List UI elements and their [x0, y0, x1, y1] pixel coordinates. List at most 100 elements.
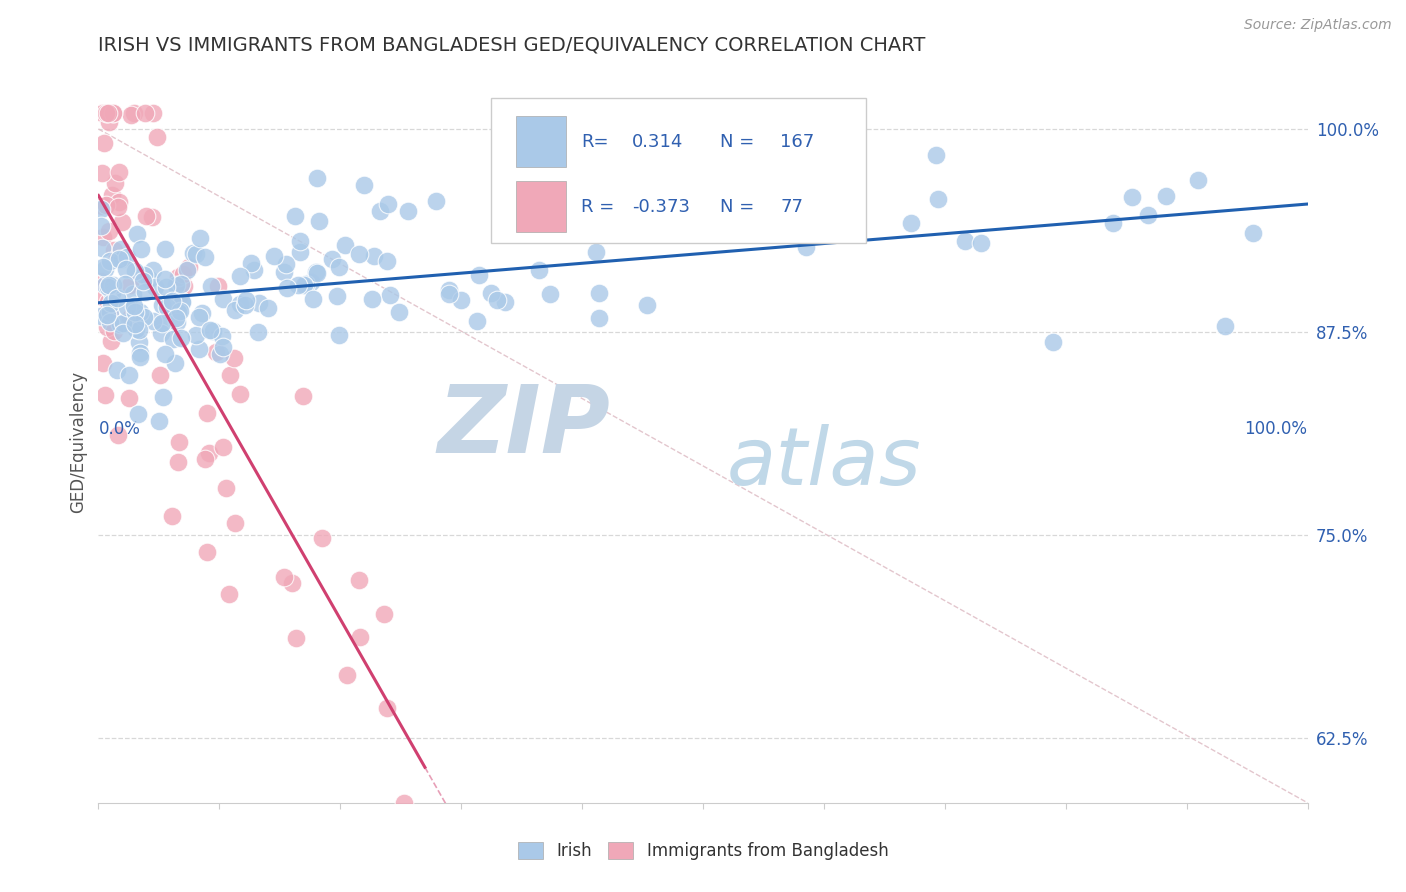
Point: [97, 294, 120, 309]
Point: [96, 308, 118, 322]
Point: [170, 277, 193, 291]
Point: [184, 247, 207, 261]
Text: 167: 167: [780, 133, 814, 151]
Point: [650, 225, 672, 239]
Point: [142, 314, 165, 328]
Point: [120, 108, 142, 122]
Point: [155, 272, 177, 286]
Point: [527, 263, 550, 277]
Point: [437, 283, 460, 297]
Point: [118, 277, 141, 292]
Point: [101, 285, 124, 300]
Point: [94, 197, 117, 211]
Point: [588, 286, 610, 301]
Point: [787, 185, 810, 199]
Point: [479, 285, 502, 300]
Point: [170, 294, 193, 309]
Point: [308, 214, 330, 228]
Point: [1042, 335, 1064, 350]
Point: [375, 701, 398, 715]
Point: [224, 302, 246, 317]
Point: [112, 316, 135, 330]
Point: [132, 274, 155, 288]
Point: [305, 170, 328, 185]
Point: [292, 278, 315, 293]
Point: [98, 224, 121, 238]
Point: [91, 230, 114, 244]
Point: [273, 570, 295, 584]
Point: [181, 246, 204, 260]
Point: [970, 236, 993, 251]
Text: 0.0%: 0.0%: [98, 420, 141, 438]
Point: [328, 260, 350, 274]
Point: [290, 234, 312, 248]
Point: [1101, 216, 1123, 230]
Point: [166, 305, 188, 319]
Point: [229, 269, 252, 284]
Point: [201, 324, 224, 338]
Point: [94, 105, 117, 120]
Text: Source: ZipAtlas.com: Source: ZipAtlas.com: [1244, 18, 1392, 32]
Point: [179, 260, 201, 275]
Point: [124, 305, 146, 319]
Point: [1136, 208, 1159, 222]
Point: [328, 327, 350, 342]
Point: [90, 241, 112, 255]
Point: [111, 215, 134, 229]
Point: [143, 279, 166, 293]
Point: [538, 287, 561, 301]
Point: [91, 105, 114, 120]
Point: [228, 386, 250, 401]
Point: [585, 245, 607, 260]
Point: [1121, 190, 1143, 204]
Point: [93, 136, 115, 150]
Point: [166, 270, 188, 285]
Point: [1241, 226, 1264, 240]
Point: [94, 278, 117, 293]
Point: [125, 227, 148, 241]
Point: [91, 356, 114, 370]
Point: [188, 231, 211, 245]
Point: [105, 363, 128, 377]
Point: [117, 391, 139, 405]
Point: [110, 242, 132, 256]
Point: [108, 194, 131, 209]
Point: [368, 204, 391, 219]
Point: [235, 293, 257, 307]
Point: [204, 344, 226, 359]
Point: [100, 284, 122, 298]
Point: [396, 204, 419, 219]
Point: [165, 277, 187, 292]
Point: [1154, 189, 1177, 203]
Point: [243, 262, 266, 277]
Point: [101, 105, 124, 120]
Point: [299, 275, 322, 289]
Point: [305, 266, 328, 280]
Point: [129, 345, 152, 359]
Point: [284, 209, 307, 223]
Point: [134, 210, 156, 224]
Point: [794, 240, 817, 254]
Point: [128, 334, 150, 349]
Point: [465, 313, 488, 327]
Point: [153, 243, 176, 257]
Point: [97, 115, 120, 129]
Point: [128, 323, 150, 337]
Point: [214, 481, 236, 495]
Point: [94, 105, 117, 120]
Point: [212, 340, 235, 354]
Point: [129, 242, 152, 256]
Point: [193, 452, 215, 467]
Point: [160, 294, 183, 309]
Text: ZIP: ZIP: [437, 381, 610, 473]
Point: [256, 301, 278, 315]
Point: [125, 304, 148, 318]
Point: [668, 209, 690, 223]
Point: [169, 288, 191, 302]
Text: R =: R =: [581, 198, 614, 216]
Text: 0.314: 0.314: [631, 133, 683, 151]
Y-axis label: GED/Equivalency: GED/Equivalency: [69, 370, 87, 513]
Point: [187, 310, 209, 325]
Text: atlas: atlas: [727, 425, 922, 502]
Point: [124, 322, 146, 336]
